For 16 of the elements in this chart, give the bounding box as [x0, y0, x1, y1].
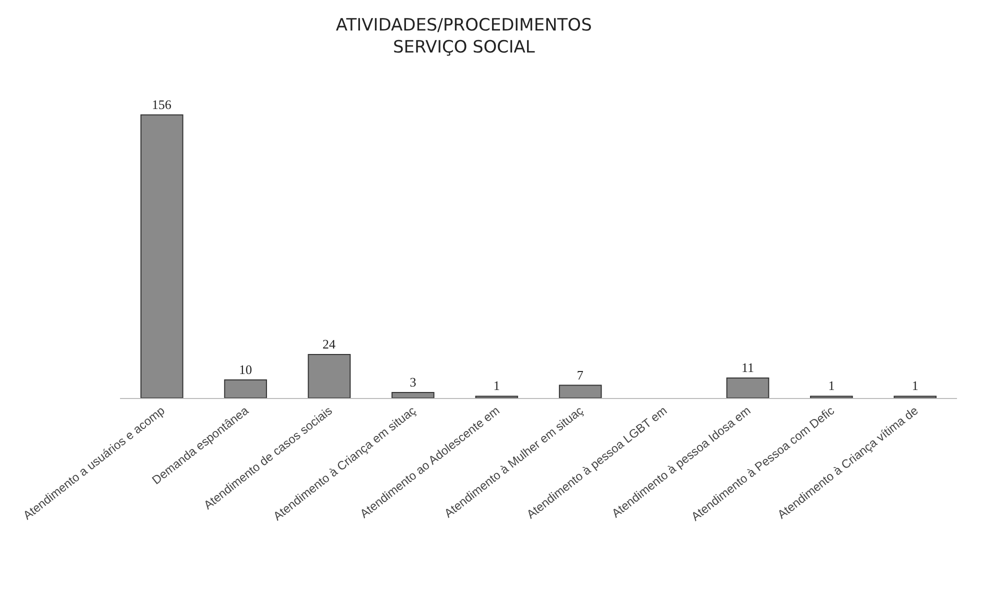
- data-label: 24: [322, 336, 336, 352]
- data-label: 3: [410, 374, 416, 390]
- data-label: 1: [493, 378, 500, 394]
- data-label: 11: [741, 360, 754, 376]
- bar: [140, 114, 184, 398]
- data-label: 156: [152, 96, 172, 112]
- data-label: 7: [576, 367, 584, 382]
- bar: [392, 392, 434, 398]
- chart-title: ATIVIDADES/PROCEDIMENTOS SERVIÇO SOCIAL: [336, 15, 592, 58]
- data-label: 10: [239, 362, 252, 377]
- bar: [558, 384, 602, 398]
- data-label: 1: [912, 378, 918, 394]
- bar: [224, 379, 267, 398]
- bar: [726, 378, 770, 398]
- bar: [308, 354, 351, 398]
- data-label: 1: [828, 378, 835, 394]
